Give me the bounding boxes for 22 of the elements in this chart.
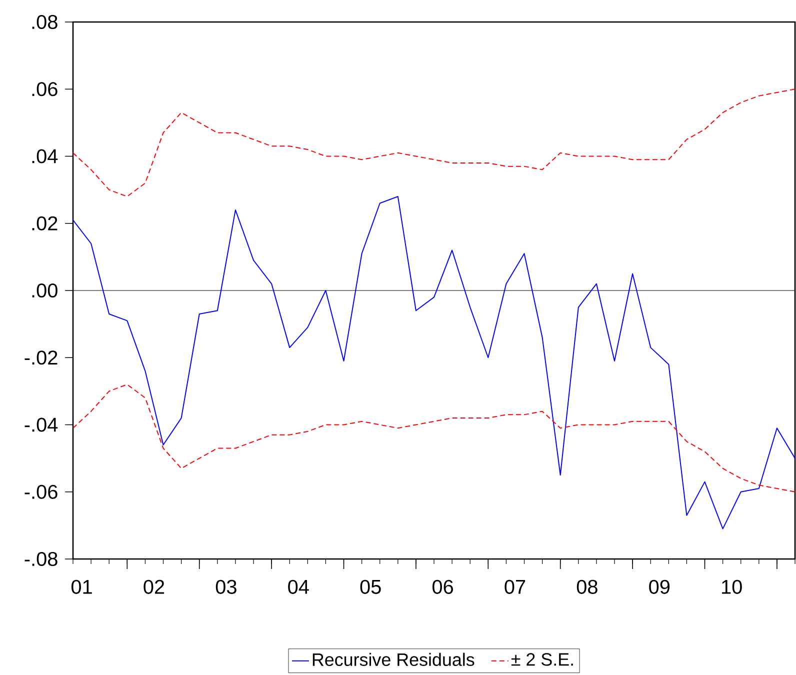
x-tick-label: 09 — [649, 580, 670, 594]
y-tick-label: .02 — [32, 216, 58, 230]
y-tick-label: -.08 — [24, 552, 58, 566]
x-tick-label: 10 — [722, 580, 742, 594]
legend-label: Recursive Residuals — [312, 652, 474, 666]
x-tick-label: 08 — [576, 580, 598, 594]
y-tick-label: .00 — [32, 283, 58, 298]
x-tick-label: 03 — [216, 580, 236, 594]
legend-label: ± 2 S.E. — [511, 653, 573, 666]
y-tick-label: -.04 — [24, 418, 58, 432]
x-tick-label: 01 — [71, 580, 92, 594]
x-tick-label: 06 — [432, 580, 453, 594]
y-tick-label: .06 — [32, 82, 58, 96]
y-tick-label: .08 — [32, 14, 58, 30]
x-tick-label: 05 — [360, 580, 381, 594]
x-tick-label: 04 — [288, 580, 309, 594]
y-tick-label: .04 — [32, 149, 58, 164]
y-tick-label: -.02 — [24, 350, 58, 365]
x-tick-label: 07 — [504, 580, 526, 594]
y-tick-label: -.06 — [24, 484, 58, 499]
line-series — [73, 196, 796, 530]
x-tick-label: 02 — [144, 580, 164, 594]
